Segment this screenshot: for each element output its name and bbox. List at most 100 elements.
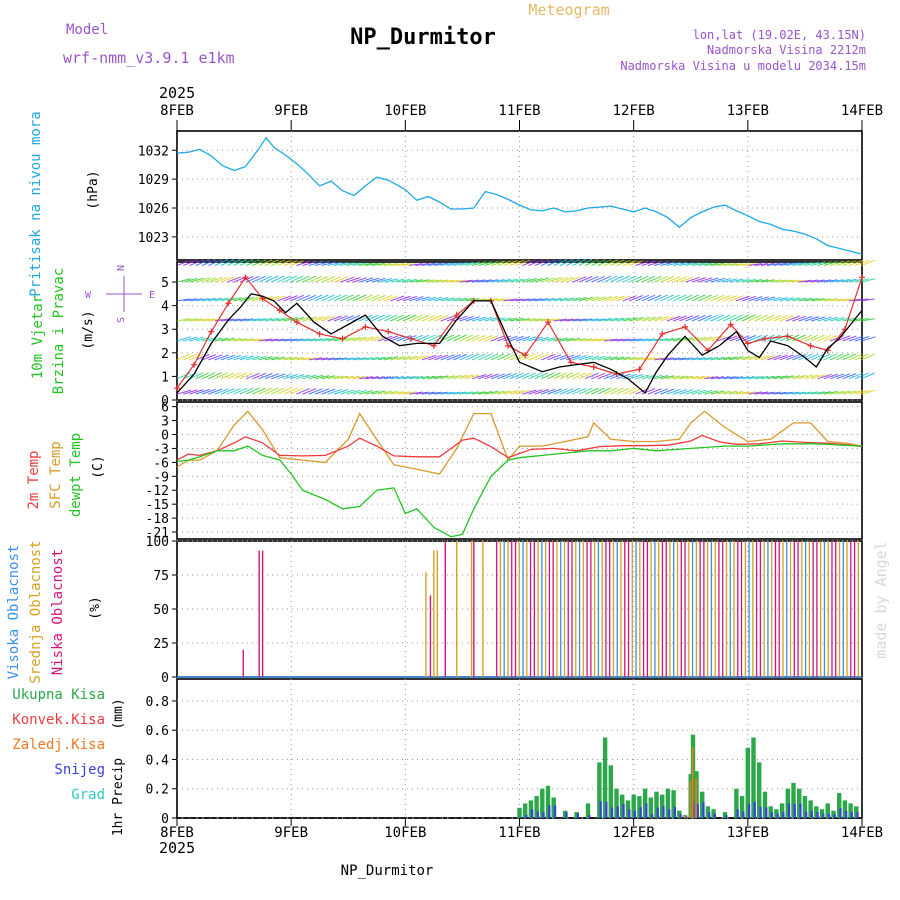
wind-barb xyxy=(346,276,361,283)
wind-barb xyxy=(547,297,562,302)
wind-barb xyxy=(340,294,354,302)
wind-barb xyxy=(534,389,549,395)
wind-barb xyxy=(283,295,298,302)
wind-barb xyxy=(723,314,737,322)
wind-barb xyxy=(786,262,800,266)
wind-barb xyxy=(691,336,707,342)
wind-barb xyxy=(258,356,273,361)
wind-barb xyxy=(786,391,800,395)
precip-total-bar xyxy=(768,806,773,818)
wind-barb xyxy=(302,275,317,283)
wind-barb xyxy=(710,314,725,322)
wind-barb xyxy=(258,373,273,380)
wind-barb xyxy=(773,354,788,361)
wind-barb xyxy=(603,338,618,342)
wind-barb xyxy=(384,335,399,342)
wind-barb xyxy=(773,279,787,283)
wind-barb xyxy=(829,298,844,302)
wind-barb xyxy=(516,318,530,322)
wind-barb xyxy=(195,298,210,302)
wind-barb xyxy=(409,279,423,283)
wind-barb xyxy=(183,336,198,342)
wind-barb xyxy=(490,335,505,342)
wind-barb xyxy=(823,335,838,342)
wind-barb xyxy=(484,390,499,395)
wind-barb xyxy=(264,317,279,322)
wind-barb xyxy=(679,357,693,361)
wind-barb xyxy=(484,353,499,361)
wind-barb xyxy=(811,374,826,380)
wind-barb xyxy=(497,260,512,266)
wind-barb xyxy=(635,374,650,380)
wind-barb xyxy=(672,389,688,395)
wind-barb xyxy=(327,375,342,380)
wind-barb xyxy=(823,353,838,361)
wind-barb xyxy=(842,317,857,322)
precip-total-bar xyxy=(814,806,819,818)
wind-barb xyxy=(610,338,624,342)
wind-barb xyxy=(534,277,550,283)
precip-snow-bar xyxy=(536,811,539,818)
wind-barb xyxy=(453,353,467,361)
gust-marker xyxy=(225,300,232,307)
wind-barb xyxy=(440,315,455,322)
wind-barb xyxy=(741,355,757,361)
wind-barb xyxy=(836,335,851,342)
y-tick-label: -15 xyxy=(146,498,169,513)
wind-barb xyxy=(817,261,832,266)
precip-total-bar xyxy=(837,793,842,818)
wind-barb xyxy=(635,316,650,322)
wind-barb xyxy=(591,355,606,361)
y-tick-label: 1026 xyxy=(138,202,169,217)
wind-barb xyxy=(239,372,254,380)
wind-barb xyxy=(673,357,687,361)
wind-barb xyxy=(377,335,392,342)
wind-barb xyxy=(296,338,310,342)
wind-barb xyxy=(811,316,826,322)
wind-barb xyxy=(704,357,719,361)
x-tick-label-bottom: 12FEB xyxy=(613,825,655,841)
precip-snow-bar xyxy=(782,812,785,818)
wind-barb xyxy=(383,314,398,322)
precip-snow-bar xyxy=(753,801,756,818)
wind-barb xyxy=(660,315,675,322)
wind-unit: (m/s) xyxy=(81,310,96,349)
gust-marker xyxy=(590,363,597,370)
wind-barb xyxy=(421,314,436,322)
wind-barb xyxy=(534,318,549,322)
wind-barb xyxy=(760,355,776,361)
wind-barb xyxy=(811,391,825,395)
wind-barb xyxy=(314,261,330,266)
wind-barb xyxy=(566,318,580,322)
precip-snow-bar xyxy=(542,812,545,818)
wind-barb xyxy=(271,317,286,322)
wind-barb xyxy=(308,374,323,380)
wind-barb xyxy=(792,297,807,302)
wind-barb xyxy=(183,259,197,266)
wind-barb xyxy=(484,317,499,322)
wind-barb xyxy=(296,387,310,395)
wind-barb xyxy=(503,278,518,283)
wind-barb xyxy=(239,338,254,342)
wind-barb xyxy=(603,356,618,361)
wind-barb xyxy=(854,372,869,380)
precip-legend-grad: Grad xyxy=(71,787,105,803)
precip-total-bar xyxy=(825,803,830,818)
precip-total-bar xyxy=(660,794,665,818)
wind-barb xyxy=(773,375,788,380)
wind-barb xyxy=(785,354,800,361)
wind-barb xyxy=(779,391,794,395)
wind-barb xyxy=(603,387,618,395)
wind-barb xyxy=(176,389,192,395)
wind-barb xyxy=(314,294,329,302)
wind-barb xyxy=(277,373,292,380)
wind-barb xyxy=(773,315,788,322)
wind-barb xyxy=(792,262,807,266)
wind-barb xyxy=(578,338,593,342)
wind-barb xyxy=(716,314,731,322)
y-tick-label: 25 xyxy=(153,637,169,652)
wind-barb xyxy=(666,276,681,283)
temp-ylabel-sfc: SFC Temp xyxy=(48,441,64,508)
y-tick-label: -12 xyxy=(146,484,169,499)
precip-snow-bar xyxy=(822,813,825,818)
